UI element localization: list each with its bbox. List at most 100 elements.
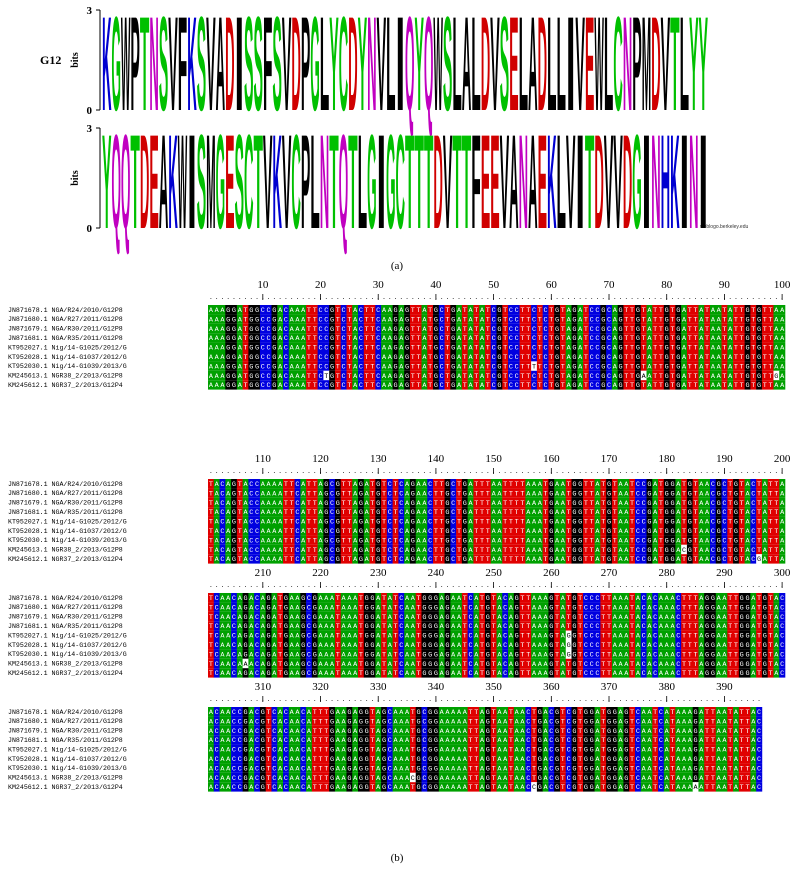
residue-bg — [231, 497, 238, 508]
residue: T — [694, 547, 698, 555]
residue: C — [590, 363, 594, 371]
residue-bg — [761, 479, 768, 489]
residue-bg — [629, 526, 636, 536]
residue: T — [688, 642, 692, 650]
residue-bg — [317, 333, 330, 343]
residue: A — [388, 363, 393, 371]
residue: C — [255, 604, 259, 612]
residue-bg — [519, 649, 532, 659]
residue-bg — [334, 516, 342, 526]
ruler-dot — [741, 472, 743, 473]
residue-bg — [502, 630, 509, 640]
residue: A — [272, 490, 277, 498]
residue: T — [543, 556, 547, 564]
residue: A — [278, 335, 283, 343]
residue-bg — [433, 370, 440, 381]
residue-bg — [686, 314, 699, 324]
residue-bg — [531, 314, 538, 324]
residue: T — [734, 614, 738, 622]
residue-bg — [617, 516, 630, 526]
residue: A — [480, 335, 485, 343]
residue-bg — [398, 593, 405, 603]
residue: C — [249, 500, 253, 508]
ruler-dot — [470, 472, 471, 473]
logo-letter: T — [670, 0, 679, 139]
residue: G — [267, 604, 271, 612]
residue: A — [353, 537, 358, 545]
residue-bg — [484, 649, 492, 659]
residue-bg — [715, 602, 728, 612]
ruler-dot — [337, 298, 339, 299]
residue-bg — [571, 380, 578, 390]
residue: A — [699, 490, 704, 498]
residue-bg — [358, 649, 365, 659]
residue-bg — [392, 535, 399, 545]
residue: T — [688, 363, 692, 371]
residue-bg — [415, 479, 428, 489]
residue: G — [555, 307, 559, 315]
residue: T — [578, 623, 582, 631]
residue-bg — [519, 361, 532, 371]
residue: A — [353, 490, 358, 498]
residue-bg — [583, 593, 601, 603]
residue: A — [728, 354, 733, 362]
residue-bg — [502, 497, 526, 508]
residue: C — [590, 326, 594, 334]
residue-bg — [681, 602, 699, 612]
residue-bg — [300, 630, 307, 640]
residue: G — [757, 316, 761, 324]
residue-bg — [381, 488, 388, 498]
residue: A — [388, 326, 393, 334]
residue-bg — [519, 658, 532, 669]
residue-bg — [744, 488, 751, 498]
residue-bg — [288, 323, 307, 334]
residue-bg — [600, 370, 607, 381]
residue: T — [722, 354, 726, 362]
residue: T — [520, 633, 524, 641]
residue-bg — [248, 497, 261, 508]
residue-bg — [583, 333, 590, 343]
ruler-dot — [591, 472, 593, 473]
residue-bg — [340, 630, 359, 640]
residue: C — [515, 354, 519, 362]
residue: G — [451, 316, 455, 324]
residue: A — [278, 556, 283, 564]
residue: G — [572, 500, 576, 508]
residue-bg — [490, 658, 497, 669]
residue: G — [515, 633, 519, 641]
residue: C — [515, 345, 519, 353]
residue-bg — [709, 554, 717, 564]
residue: A — [468, 382, 473, 390]
residue-bg — [508, 658, 515, 669]
residue-bg — [646, 516, 653, 526]
residue: G — [757, 335, 761, 343]
residue: A — [745, 537, 750, 545]
residue-bg — [577, 640, 584, 650]
position-label: 30 — [373, 279, 385, 291]
residue-bg — [404, 497, 411, 508]
ruler-dot — [631, 586, 633, 587]
residue: C — [399, 490, 403, 498]
residue-bg — [652, 497, 659, 508]
residue-bg — [288, 602, 301, 612]
residue: A — [699, 595, 704, 603]
residue: A — [670, 604, 675, 612]
residue-bg — [565, 630, 572, 640]
residue: C — [284, 345, 288, 353]
residue-bg — [242, 611, 249, 622]
residue: T — [342, 481, 346, 489]
residue-bg — [236, 361, 243, 371]
residue-bg — [311, 630, 318, 640]
residue-bg — [577, 370, 584, 381]
residue: T — [561, 354, 565, 362]
residue: T — [520, 509, 524, 517]
residue-bg — [467, 497, 474, 508]
residue-bg — [473, 535, 492, 545]
residue-bg — [363, 602, 376, 612]
ruler-dot — [545, 298, 546, 299]
residue-bg — [750, 342, 757, 352]
ruler-dot — [400, 472, 402, 473]
residue: G — [370, 614, 374, 622]
residue: A — [353, 354, 358, 362]
residue-bg — [698, 323, 705, 334]
